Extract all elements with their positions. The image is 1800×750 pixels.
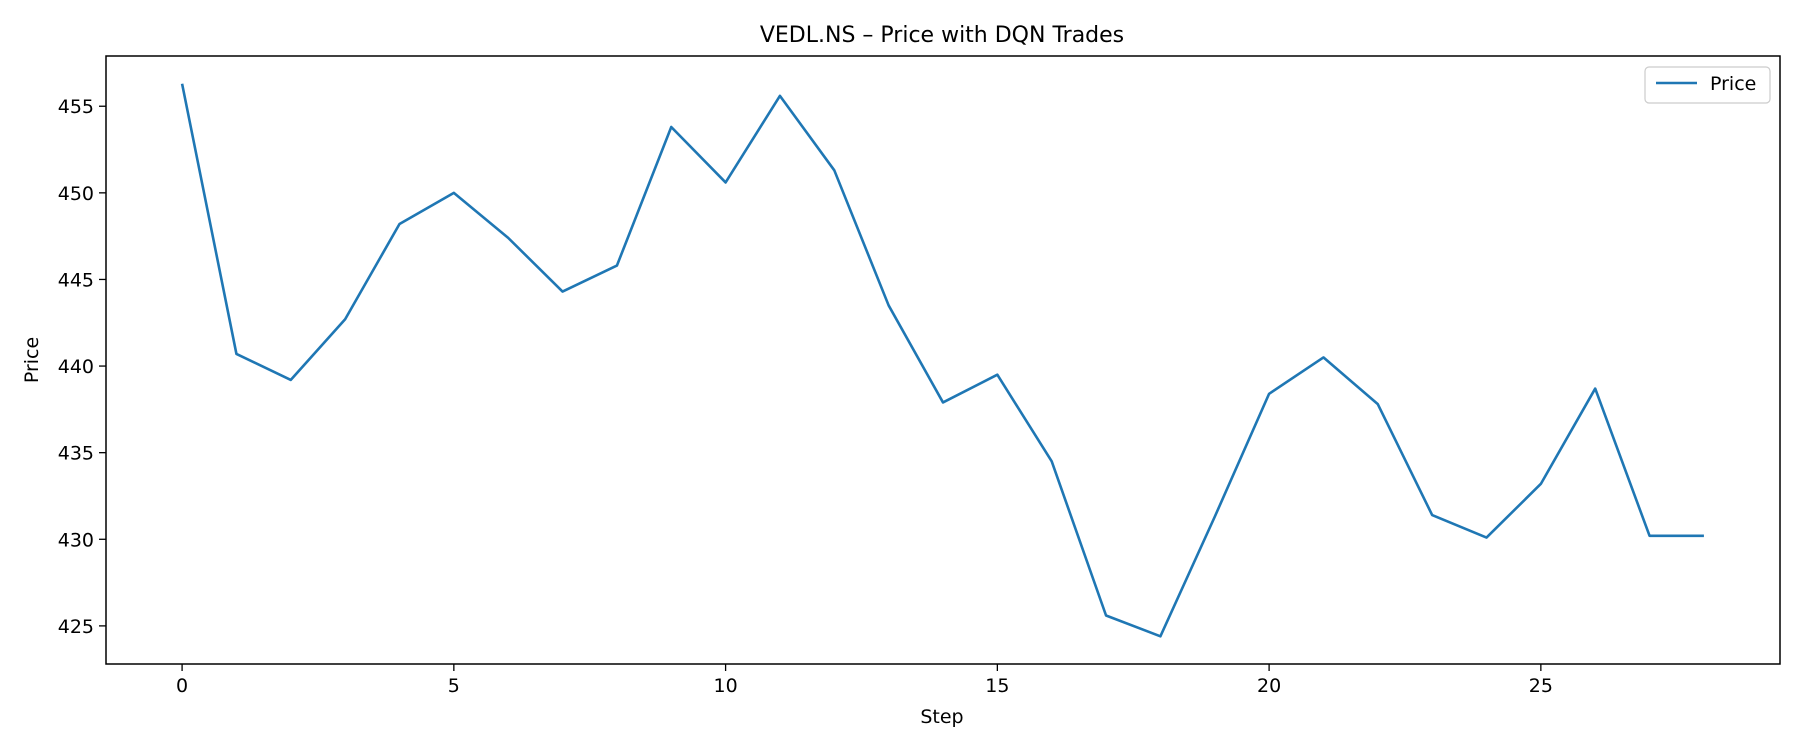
x-tick-label: 15: [985, 675, 1009, 697]
y-axis-label: Price: [21, 337, 43, 383]
x-axis-label: Step: [920, 706, 963, 728]
y-tick-label: 445: [58, 269, 94, 291]
x-tick-label: 0: [176, 675, 188, 697]
y-tick-label: 450: [58, 183, 94, 205]
y-tick-label: 435: [58, 443, 94, 465]
y-tick-label: 425: [58, 616, 94, 638]
y-tick-label: 440: [58, 356, 94, 378]
x-tick-label: 25: [1529, 675, 1553, 697]
plot-frame: [105, 55, 1781, 665]
x-tick-label: 10: [714, 675, 738, 697]
x-tick-label: 5: [448, 675, 460, 697]
legend: Price: [1644, 66, 1771, 104]
y-tick-label: 430: [58, 529, 94, 551]
legend-box: [1644, 66, 1771, 104]
x-tick-label: 20: [1257, 675, 1281, 697]
y-tick-label: 455: [58, 96, 94, 118]
chart-title: VEDL.NS – Price with DQN Trades: [760, 23, 1124, 48]
series-line-price: [180, 83, 1704, 638]
legend-label: Price: [1710, 73, 1756, 95]
